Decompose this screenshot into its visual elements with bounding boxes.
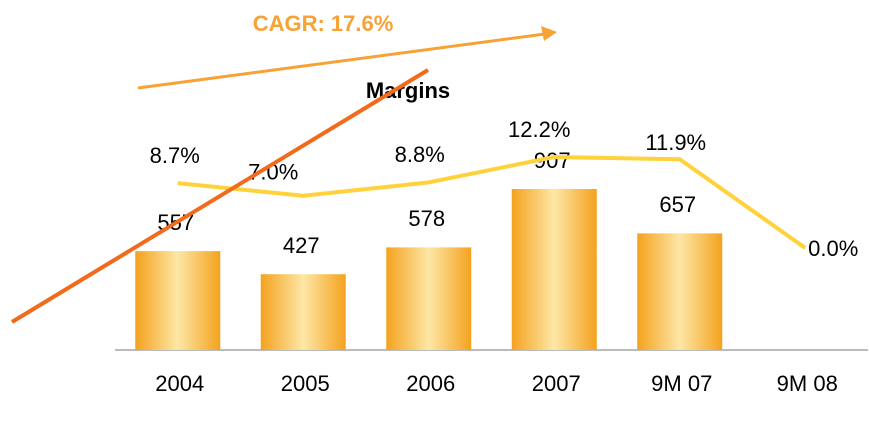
data-label: 427 [283, 233, 320, 258]
data-label: 8.7% [150, 143, 200, 168]
trend-line [10, 68, 430, 324]
x-tick-label: 2005 [281, 371, 330, 396]
data-label: 578 [408, 206, 445, 231]
bar [135, 251, 221, 350]
x-tick-label: 9M 08 [777, 371, 838, 396]
bar [386, 247, 472, 350]
bar [260, 274, 346, 350]
cagr-arrow-head [541, 26, 557, 41]
annotation: CAGR: 17.6% [253, 11, 394, 36]
cagr-arrow [137, 32, 546, 90]
margin-line [177, 154, 807, 250]
x-tick-label: 9M 07 [651, 371, 712, 396]
bar [637, 233, 723, 350]
bar [511, 189, 597, 350]
x-tick-label: 2004 [155, 371, 204, 396]
data-label: 0.0% [808, 236, 858, 261]
data-label: 8.8% [395, 142, 445, 167]
x-tick-label: 2006 [406, 371, 455, 396]
data-label: 657 [659, 192, 696, 217]
data-label: 11.9% [645, 130, 706, 155]
data-label: 12.2% [508, 117, 570, 142]
x-tick-label: 2007 [532, 371, 581, 396]
